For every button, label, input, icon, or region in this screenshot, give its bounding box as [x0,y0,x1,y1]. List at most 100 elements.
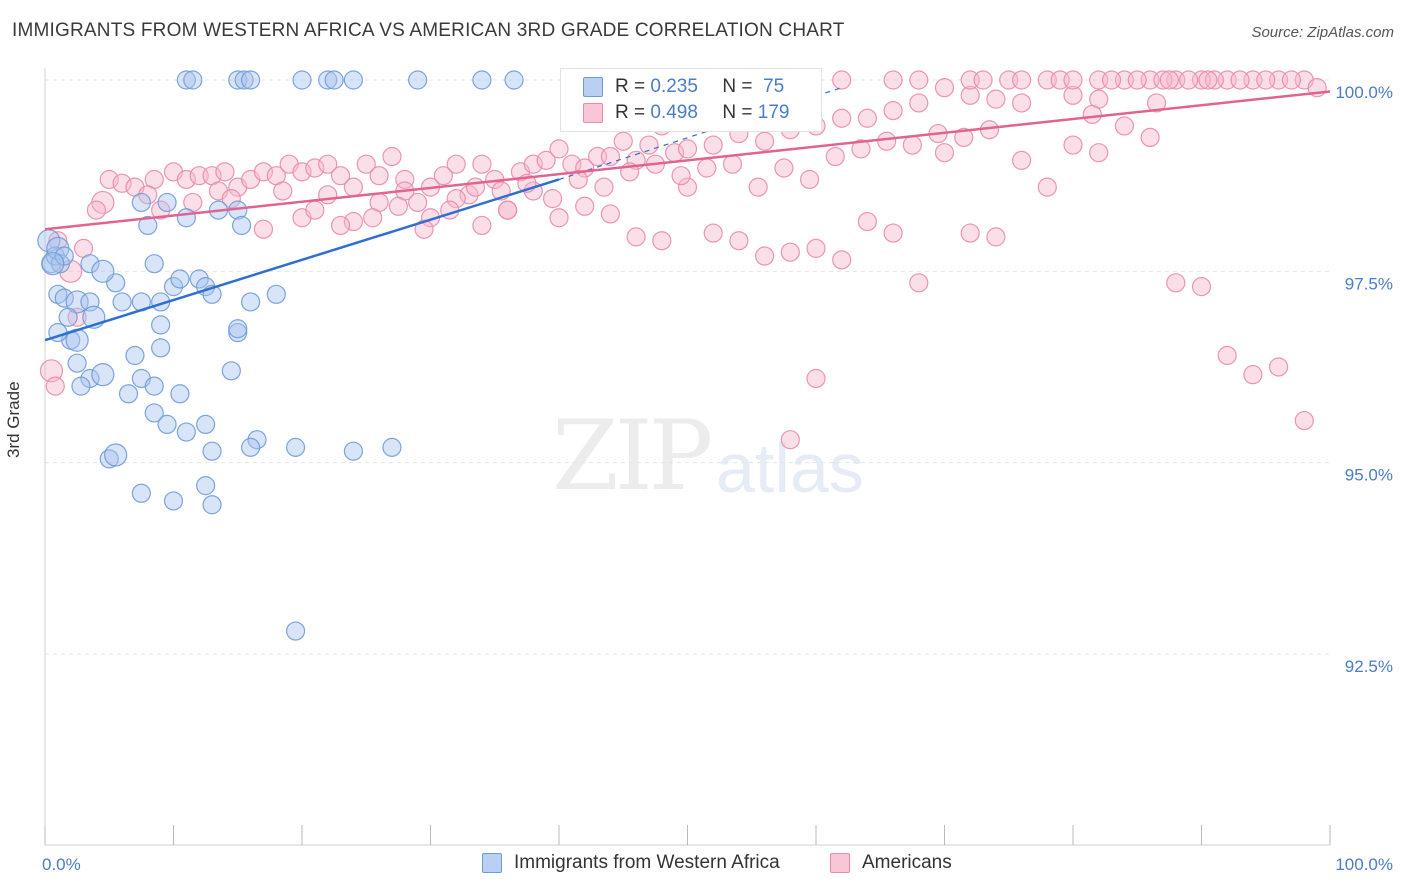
data-point[interactable] [857,108,878,128]
data-point[interactable] [960,223,980,243]
data-point[interactable] [112,292,132,312]
data-point[interactable] [722,154,743,174]
data-point[interactable] [600,204,621,224]
data-point[interactable] [58,307,78,327]
data-point[interactable] [446,154,466,174]
data-point[interactable] [45,376,65,396]
data-point[interactable] [909,70,929,90]
data-point[interactable] [799,169,820,190]
data-point[interactable] [144,376,164,396]
data-point[interactable] [343,211,363,232]
data-point[interactable] [305,200,325,220]
data-point[interactable] [151,200,171,220]
data-point[interactable] [131,483,151,503]
data-point[interactable] [832,250,852,270]
data-point[interactable] [99,169,119,190]
data-point[interactable] [504,70,524,90]
data-point[interactable] [729,231,749,251]
data-point[interactable] [151,315,171,335]
data-point[interactable] [363,208,383,228]
data-point[interactable] [408,192,428,213]
data-point[interactable] [330,166,351,186]
data-point[interactable] [1268,357,1289,377]
data-point[interactable] [163,277,184,297]
data-point[interactable] [1256,70,1276,90]
data-point[interactable] [639,135,659,155]
legend-item-western-africa[interactable]: Immigrants from Western Africa [482,852,780,874]
data-point[interactable] [1011,93,1032,113]
data-point[interactable] [104,443,128,467]
data-point[interactable] [549,139,569,159]
data-point[interactable] [285,621,306,641]
data-point[interactable] [472,70,492,90]
data-point[interactable] [318,185,338,205]
data-point[interactable] [1243,365,1263,385]
data-point[interactable] [1063,85,1083,105]
data-point[interactable] [1082,104,1102,125]
data-point[interactable] [183,70,203,90]
data-point[interactable] [851,139,871,159]
data-point[interactable] [67,353,87,373]
data-point[interactable] [39,359,64,383]
legend-item-americans[interactable]: Americans [830,852,952,874]
data-point[interactable] [1101,70,1122,90]
data-point[interactable] [196,414,216,434]
data-point[interactable] [780,430,800,450]
data-point[interactable] [91,363,115,387]
data-point[interactable] [54,288,74,308]
data-point[interactable] [960,85,980,105]
data-point[interactable] [343,177,363,197]
data-point[interactable] [433,166,453,186]
data-point[interactable] [832,108,852,128]
data-point[interactable] [806,238,826,258]
data-point[interactable] [215,162,235,182]
data-point[interactable] [754,246,775,266]
data-point[interactable] [343,70,363,90]
data-point[interactable] [305,158,325,178]
data-point[interactable] [883,70,903,90]
data-point[interactable] [202,495,222,515]
data-point[interactable] [414,219,434,239]
data-point[interactable] [1037,177,1057,197]
data-point[interactable] [542,189,563,209]
data-point[interactable] [382,146,402,167]
data-point[interactable] [934,143,955,163]
data-point[interactable] [253,162,274,182]
data-point[interactable] [877,131,897,151]
data-point[interactable] [594,177,614,197]
data-point[interactable] [825,146,845,167]
data-point[interactable] [285,437,306,457]
data-point[interactable] [703,135,723,155]
data-point[interactable] [292,70,312,90]
data-point[interactable] [138,185,158,205]
data-point[interactable] [703,223,723,243]
data-point[interactable] [157,192,177,213]
data-point[interactable] [202,441,222,461]
data-point[interactable] [91,259,115,283]
data-point[interactable] [176,208,196,228]
data-point[interactable] [1063,135,1083,155]
data-point[interactable] [176,422,196,442]
data-point[interactable] [1166,273,1186,293]
data-point[interactable] [1281,70,1302,90]
data-point[interactable] [652,231,672,251]
data-point[interactable] [986,89,1006,109]
data-point[interactable] [356,154,376,174]
data-point[interactable] [902,135,922,155]
data-point[interactable] [292,162,312,182]
data-point[interactable] [1217,345,1237,366]
data-point[interactable] [568,169,588,190]
data-point[interactable] [1153,70,1173,90]
data-point[interactable] [138,215,158,236]
data-point[interactable] [806,368,826,389]
data-point[interactable] [241,437,261,457]
data-point[interactable] [954,127,974,147]
data-point[interactable] [1230,70,1250,90]
data-point[interactable] [1011,70,1032,90]
data-point[interactable] [909,273,929,293]
data-point[interactable] [234,70,254,90]
data-point[interactable] [1198,70,1218,90]
data-point[interactable] [459,185,479,205]
data-point[interactable] [253,219,274,239]
data-point[interactable] [677,177,698,197]
